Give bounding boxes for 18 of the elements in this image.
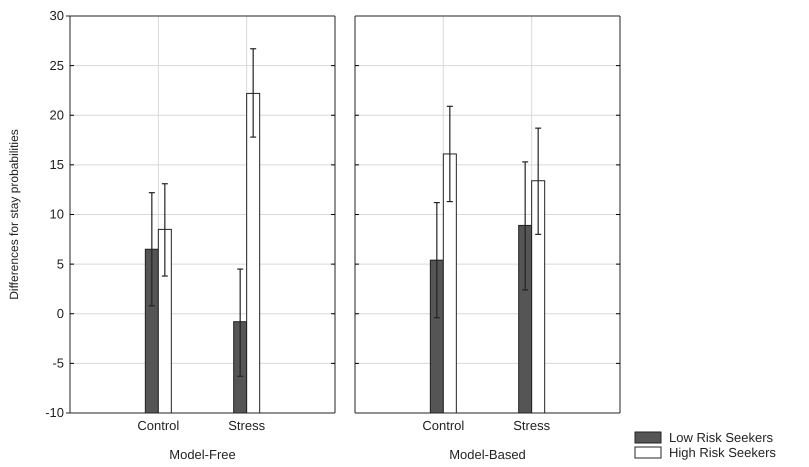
y-tick-label: -10 — [45, 405, 64, 420]
x-axis-title: Model-Free — [169, 447, 236, 462]
y-tick-label: 25 — [50, 58, 64, 73]
y-tick-label: -5 — [52, 356, 64, 371]
y-tick-label: 5 — [56, 256, 64, 272]
x-tick-label: Stress — [513, 418, 551, 434]
y-tick-label: 10 — [50, 206, 64, 222]
y-tick-label: 30 — [50, 8, 64, 24]
x-tick-label: Stress — [228, 418, 266, 434]
legend-label: Low Risk Seekers — [669, 430, 774, 445]
y-axis-title: Differences for stay probabilities — [7, 129, 21, 300]
y-tick-label: 20 — [50, 107, 64, 122]
y-tick-label: 0 — [56, 306, 64, 321]
y-tick-label: 15 — [50, 157, 64, 172]
x-axis-title: Model-Based — [449, 447, 526, 462]
x-tick-label: Control — [137, 418, 180, 434]
x-tick-label: Control — [422, 418, 464, 434]
legend-label: High Risk Seekers — [669, 445, 776, 460]
